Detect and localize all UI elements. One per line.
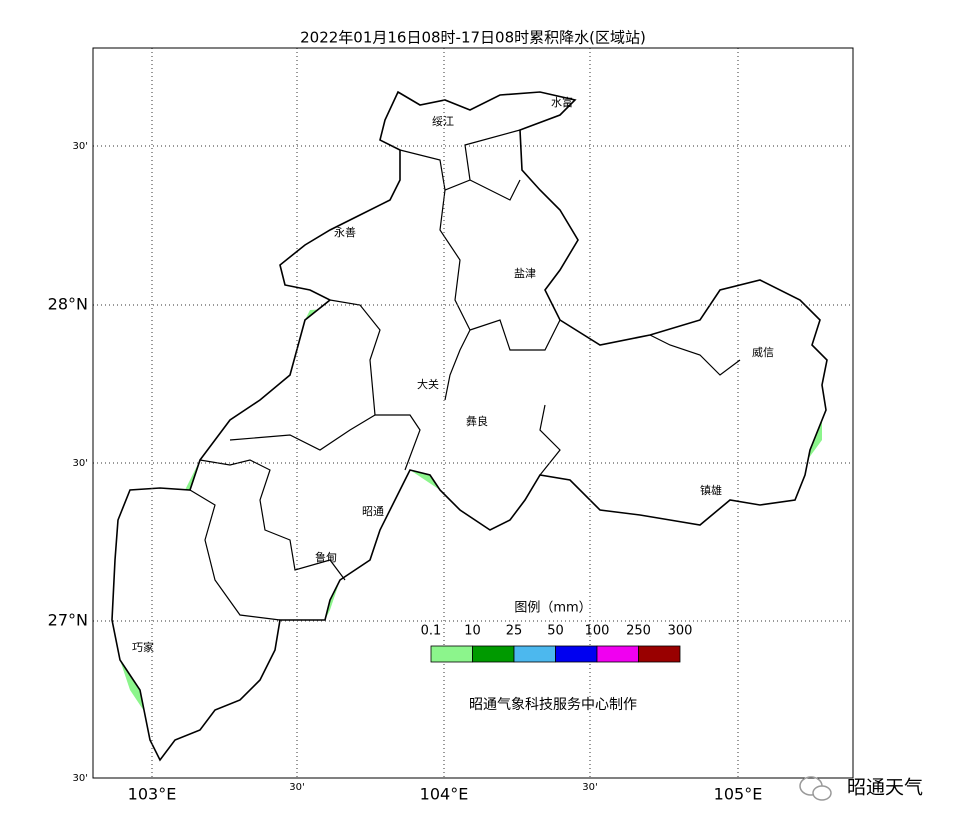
map-title: 2022年01月16日08时-17日08时累积降水(区域站): [300, 29, 646, 47]
x-tick-label: 104°E: [420, 785, 469, 804]
county-label: 水富: [551, 95, 573, 109]
x-tick-label: 30': [289, 782, 304, 793]
county-label: 鲁甸: [315, 550, 337, 564]
watermark: 昭通天气: [847, 777, 923, 799]
y-tick-label: 28°N: [48, 295, 88, 314]
legend-label: 50: [547, 624, 564, 639]
legend-label: 10: [464, 624, 481, 639]
legend-label: 250: [626, 624, 651, 639]
county-label: 威信: [752, 346, 774, 359]
legend-swatch: [596, 645, 639, 663]
y-tick-label: 30': [73, 773, 88, 784]
x-tick-label: 103°E: [128, 785, 177, 804]
county-label: 绥江: [432, 115, 454, 128]
credit: 昭通气象科技服务中心制作: [469, 697, 637, 713]
county-label: 大关: [417, 377, 439, 391]
legend-title: 图例（mm）: [514, 601, 591, 616]
county-label: 盐津: [514, 267, 536, 280]
legend-swatch: [513, 645, 556, 663]
watermark-icon: [799, 776, 832, 801]
legend-swatch: [472, 645, 515, 663]
county-label: 巧家: [132, 640, 154, 654]
legend-label: 100: [585, 624, 610, 639]
x-tick-label: 30': [582, 782, 597, 793]
county-label: 昭通: [362, 505, 384, 518]
legend-swatch: [430, 645, 473, 663]
county-label: 彝良: [466, 414, 488, 428]
y-tick-label: 30': [73, 141, 88, 152]
county-borders: [189, 129, 741, 621]
legend-label: 300: [668, 624, 693, 639]
y-tick-label: 27°N: [48, 611, 88, 630]
legend-swatch: [638, 645, 681, 663]
legend-label: 25: [506, 624, 523, 639]
y-tick-label: 30': [73, 458, 88, 469]
legend-swatch: [555, 645, 598, 663]
legend-label: 0.1: [421, 624, 442, 639]
county-label: 镇雄: [700, 483, 722, 497]
map-frame: [92, 47, 854, 779]
x-tick-label: 105°E: [714, 785, 763, 804]
county-label: 永善: [334, 225, 356, 239]
labels: 103°E 30' 104°E 30' 105°E 30' 28°N 30' 27°N 30' 绥江…: [48, 95, 774, 804]
